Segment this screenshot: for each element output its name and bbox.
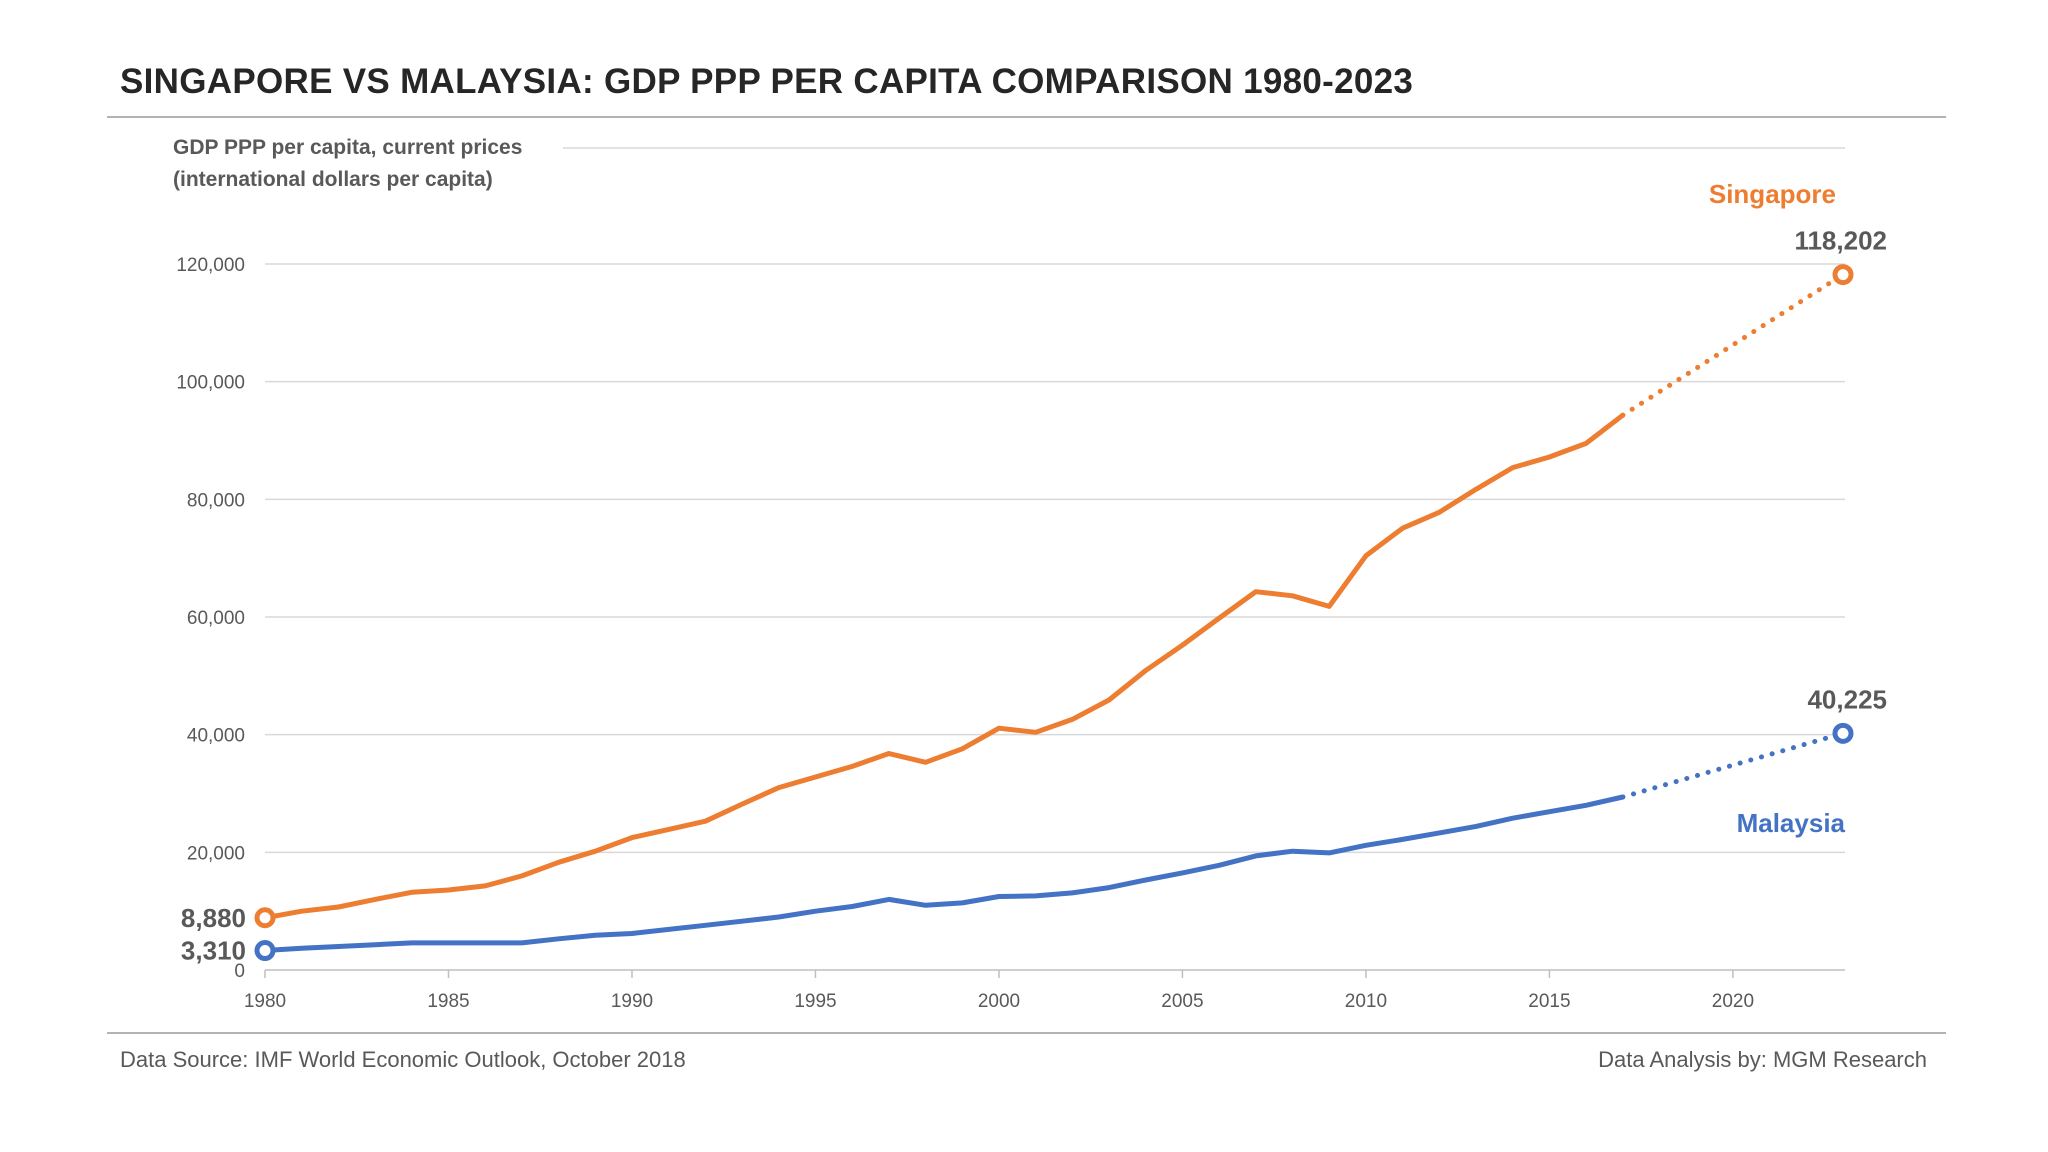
x-tick-label: 2020 — [1712, 991, 1754, 1012]
malaysia-end-marker — [1832, 722, 1854, 744]
y-axis-label-line-2: (international dollars per capita) — [173, 168, 493, 191]
x-tick-label: 1990 — [611, 991, 653, 1012]
x-tick-label: 1995 — [794, 991, 836, 1012]
singapore-projection-line — [1620, 272, 1846, 418]
malaysia-end-value-label: 40,225 — [1807, 684, 1887, 714]
x-tick-label: 2005 — [1161, 991, 1203, 1012]
footer-divider — [107, 1032, 1946, 1034]
y-tick-label: 40,000 — [187, 726, 245, 747]
y-tick-label: 100,000 — [176, 373, 245, 394]
data-analysis-credit: Data Analysis by: MGM Research — [1598, 1047, 1927, 1072]
title-divider — [107, 116, 1946, 118]
malaysia-series-label: Malaysia — [1737, 808, 1846, 838]
y-tick-label: 0 — [234, 961, 245, 982]
malaysia-series-line — [262, 794, 1626, 953]
y-tick-label: 120,000 — [176, 255, 245, 276]
singapore-end-marker — [1832, 264, 1854, 286]
singapore-end-value-label: 118,202 — [1794, 226, 1887, 256]
malaysia-start-marker — [254, 940, 276, 962]
singapore-start-marker — [254, 907, 276, 929]
y-tick-label: 20,000 — [187, 843, 245, 864]
data-source: Data Source: IMF World Economic Outlook,… — [120, 1047, 686, 1072]
singapore-series-line — [262, 412, 1626, 921]
x-tick-label: 2015 — [1528, 991, 1570, 1012]
x-tick-label: 1980 — [244, 991, 286, 1012]
chart-title: SINGAPORE VS MALAYSIA: GDP PPP PER CAPIT… — [120, 62, 1414, 101]
y-tick-label: 80,000 — [187, 490, 245, 511]
x-tick-label: 2000 — [978, 991, 1020, 1012]
singapore-series-label: Singapore — [1709, 179, 1836, 209]
x-tick-label: 1985 — [427, 991, 469, 1012]
y-axis-label-line-1: GDP PPP per capita, current prices — [173, 136, 523, 159]
singapore-start-value-label: 8,880 — [181, 903, 246, 933]
y-tick-label: 60,000 — [187, 608, 245, 629]
malaysia-start-value-label: 3,310 — [181, 936, 246, 966]
x-tick-label: 2010 — [1345, 991, 1387, 1012]
malaysia-projection-line — [1620, 730, 1846, 800]
